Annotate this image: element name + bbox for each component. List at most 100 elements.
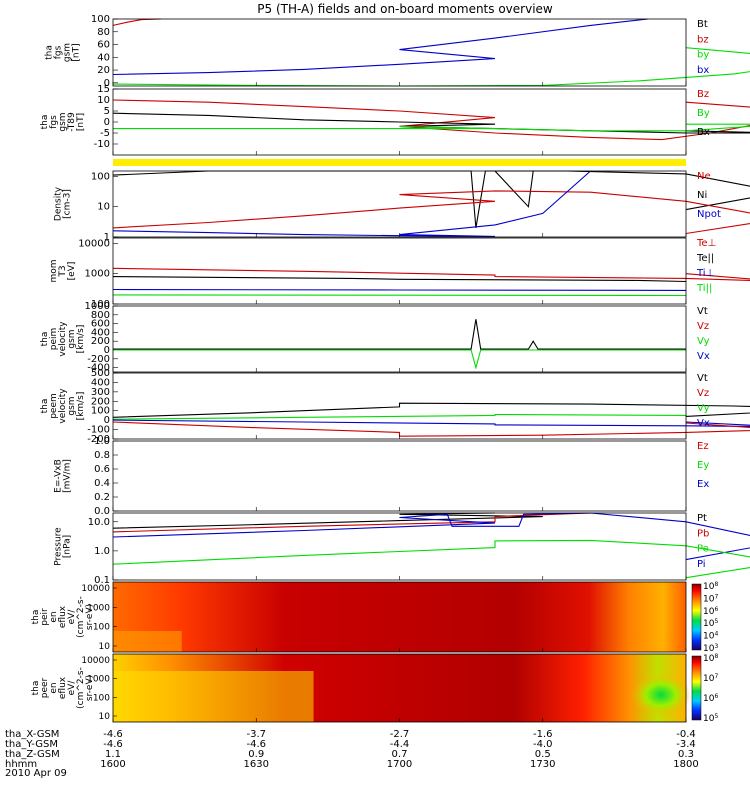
ephemeris-value: -1.6	[533, 729, 553, 740]
colorbar-exponent: 4	[714, 631, 718, 638]
y-axis-label-line: eflux	[58, 676, 68, 699]
y-axis-label-line: tha	[40, 399, 50, 414]
series-line-Vy	[113, 349, 686, 370]
y-tick-label: 100	[93, 693, 110, 703]
legend-entry-Te||: Te||	[696, 253, 714, 264]
y-tick-label: 0.0	[94, 506, 110, 517]
ephemeris-value: 1730	[530, 759, 555, 770]
y-axis-label-line: [nT]	[76, 113, 86, 131]
series-line-Pe	[112, 539, 750, 579]
ephemeris-value: 0.5	[535, 749, 551, 760]
legend-entry-Vt: Vt	[697, 373, 708, 384]
colorbar-exponent: 5	[714, 618, 718, 625]
y-tick-label: 100	[91, 171, 110, 182]
legend-entry-Vz: Vz	[697, 388, 709, 399]
colorbar-exponent: 6	[714, 606, 718, 613]
y-tick-label: 200	[91, 336, 110, 347]
legend-entry-Pb: Pb	[697, 528, 709, 539]
legend-entry-Pi: Pi	[697, 559, 706, 570]
panel-density: 100 10 1 Density [cm-3] Ne Ni Npot	[54, 170, 750, 243]
colorbar-exponent: 8	[714, 653, 718, 660]
legend-entry-Pt: Pt	[697, 513, 707, 524]
colorbar	[691, 583, 702, 651]
colorbar-tick-label: 108	[703, 653, 718, 664]
panel-pressure: 10.0 1.0 0.1 Pressure [nPa] Pt Pb Pe Pi	[54, 512, 750, 586]
y-axis-label-line: tha	[31, 610, 41, 625]
y-axis-label-line: (cm^2-s-	[76, 667, 86, 709]
series-line-Pb	[112, 512, 591, 533]
y-tick-label: 1000	[85, 269, 110, 280]
y-tick-label: 0	[104, 415, 110, 426]
series-line-Pi	[112, 512, 750, 561]
y-axis-label-line: [km/s]	[76, 325, 86, 354]
ephemeris-row-label: tha_Z-GSM	[5, 749, 60, 760]
y-tick-label: 20	[97, 65, 110, 76]
legend-entry-Vy: Vy	[697, 403, 710, 414]
y-tick-label: 10000	[81, 656, 110, 666]
legend-entry-bz: bz	[697, 34, 709, 45]
y-axis-label-line: sr-eV)	[85, 675, 95, 701]
y-tick-label: 10	[99, 712, 111, 722]
y-axis-label-line: mom	[49, 259, 59, 282]
y-tick-label: 0.8	[94, 450, 110, 461]
y-tick-label: 0	[104, 78, 110, 89]
plot-area	[113, 171, 686, 237]
y-tick-label: -200	[87, 434, 110, 445]
colorbar-tick-label: 105	[703, 713, 718, 724]
legend-entry-Ni: Ni	[697, 190, 707, 201]
series-line-Ti⊥	[112, 288, 687, 291]
panel-efield: 1.0 0.8 0.6 0.4 0.2 0.0 E=-VxB [mV/m] Ez Ey Ex	[54, 436, 710, 517]
y-tick-label: 80	[97, 27, 110, 38]
ephemeris-value: -3.7	[246, 729, 266, 740]
ephemeris-value: -2.7	[390, 729, 410, 740]
legend-entry-Bz: Bz	[697, 89, 709, 100]
ephemeris-value: 0.9	[248, 749, 264, 760]
spectrogram-green-region	[631, 672, 691, 717]
legend-entry-Vx: Vx	[697, 351, 710, 362]
y-tick-label: 1.0	[94, 546, 110, 557]
series-line-Ne	[112, 190, 750, 235]
legend-entry-bx: bx	[697, 65, 709, 76]
y-axis-label-line: peir	[40, 608, 50, 626]
y-tick-label: 0	[104, 117, 110, 128]
colorbar-tick-label: 105	[703, 618, 718, 629]
ephemeris-value: -0.4	[676, 729, 696, 740]
y-axis-label-line: Pressure	[54, 527, 64, 566]
y-axis-label-line: [eV]	[67, 262, 77, 281]
date-label: 2010 Apr 09	[5, 768, 67, 779]
y-tick-label: 500	[91, 368, 110, 379]
y-tick-label: 1	[104, 232, 110, 243]
y-axis-label-line: [cm-3]	[63, 189, 73, 219]
y-tick-label: 100	[91, 14, 110, 25]
y-tick-label: 10	[97, 95, 110, 106]
ephemeris-value: -4.6	[103, 729, 123, 740]
y-axis-label-line: fgs	[49, 115, 59, 129]
ephemeris-row-label: tha_X-GSM	[5, 729, 59, 740]
colorbar-tick-label: 108	[703, 581, 718, 592]
y-tick-label: 0.1	[94, 575, 110, 586]
spectrogram-low-energy-band	[113, 631, 182, 652]
y-tick-label: 0.6	[94, 464, 110, 475]
y-axis-label-line: gsm	[67, 329, 77, 348]
y-axis-label-line: sr-eV)	[85, 604, 95, 630]
y-tick-label: 60	[97, 40, 110, 51]
y-tick-label: -5	[100, 128, 110, 139]
series-line-Bt	[112, 18, 648, 76]
plot-area	[113, 306, 686, 372]
colorbar-exponent: 7	[714, 593, 718, 600]
series-line-Te||	[112, 276, 687, 283]
ephemeris-value: 1800	[673, 759, 698, 770]
y-tick-label: 40	[97, 52, 110, 63]
series-line-Pt	[112, 512, 543, 529]
ephemeris-row-label: hhmm	[5, 759, 37, 770]
y-axis-label-line: en	[49, 611, 59, 622]
legend-entry-Ti||: Ti||	[696, 283, 712, 294]
y-tick-label: 300	[91, 387, 110, 398]
y-tick-label: 200	[91, 396, 110, 407]
y-tick-label: 100	[91, 299, 110, 310]
legend-entry-Vy: Vy	[697, 336, 710, 347]
